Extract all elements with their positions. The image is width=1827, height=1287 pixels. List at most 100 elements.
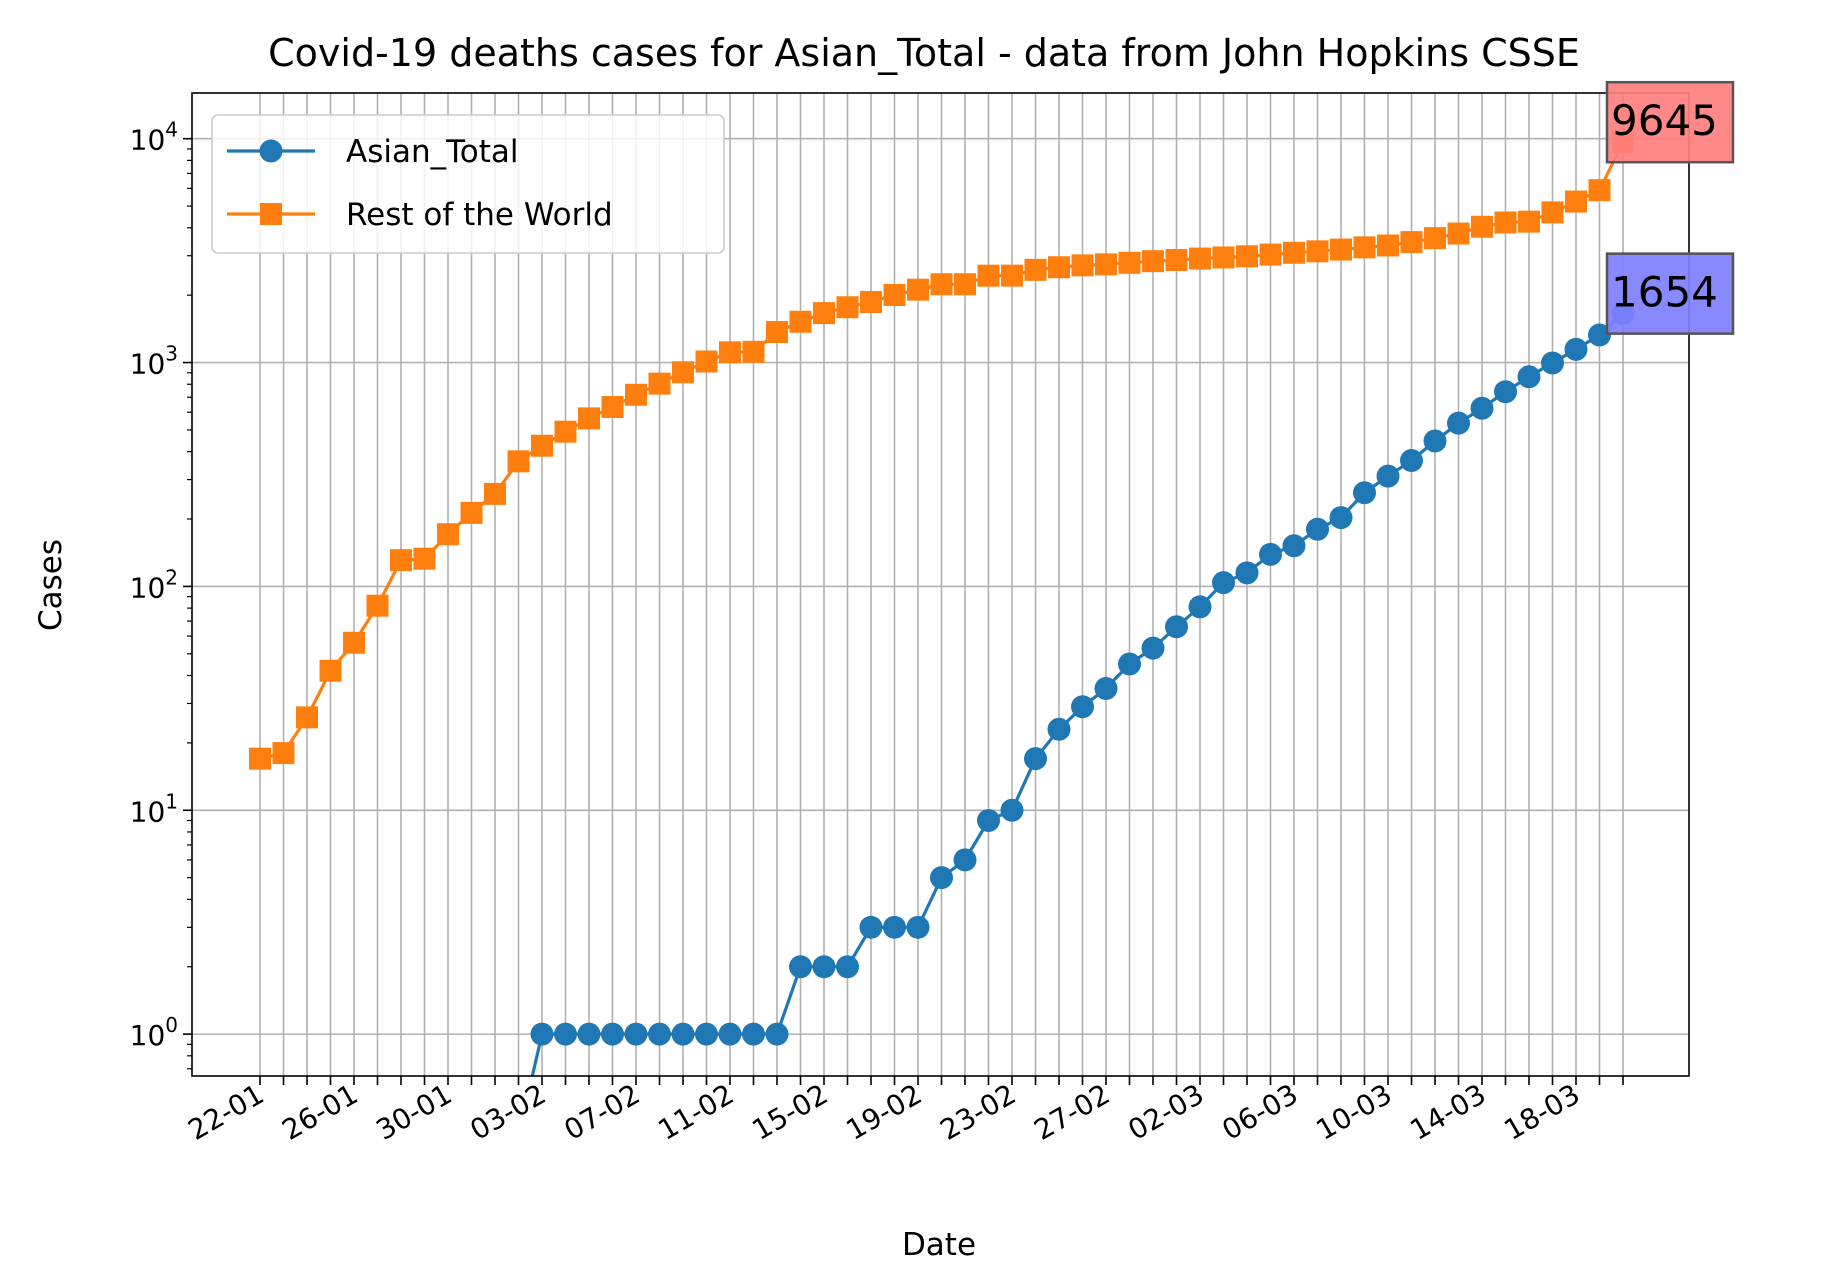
y-tick-exponent: 2 <box>165 565 178 589</box>
data-point <box>484 482 506 505</box>
data-point <box>437 523 459 546</box>
data-point <box>625 383 647 406</box>
legend-label: Rest of the World <box>346 197 613 233</box>
data-point <box>1001 264 1023 287</box>
legend-item: Rest of the World <box>227 197 613 233</box>
y-tick-base: 10 <box>130 1019 166 1052</box>
data-point <box>1353 481 1376 505</box>
data-point <box>1400 449 1423 473</box>
data-point <box>1377 234 1399 257</box>
data-point <box>1165 248 1188 271</box>
data-point <box>930 273 953 296</box>
data-point <box>296 706 318 729</box>
data-point <box>1424 227 1446 250</box>
data-point <box>390 549 412 572</box>
data-point <box>1400 231 1423 254</box>
y-tick-exponent: 1 <box>165 789 178 813</box>
data-point <box>530 1022 554 1046</box>
data-point <box>1212 246 1235 269</box>
data-point <box>624 1022 648 1046</box>
y-tick-label: 104 <box>130 118 178 157</box>
data-point <box>1024 258 1047 281</box>
data-point <box>836 296 859 319</box>
data-point <box>343 631 365 654</box>
y-tick-base: 10 <box>130 571 166 604</box>
data-point <box>1259 542 1282 566</box>
data-point <box>1470 396 1494 420</box>
data-point <box>1588 323 1611 347</box>
legend-label: Asian_Total <box>346 134 519 170</box>
plot-frame <box>191 92 1690 1077</box>
data-point <box>813 302 835 325</box>
data-point <box>1165 615 1188 639</box>
y-tick-exponent: 4 <box>165 118 178 142</box>
data-point <box>1376 464 1400 488</box>
data-point <box>1071 254 1094 277</box>
data-point <box>1236 245 1258 268</box>
legend-box <box>211 114 725 254</box>
data-point <box>578 407 600 430</box>
data-point <box>1282 534 1306 558</box>
data-point <box>812 955 836 979</box>
annotation-box <box>1605 80 1735 164</box>
data-point <box>1283 241 1305 264</box>
data-point <box>766 321 788 344</box>
data-point <box>1306 240 1329 263</box>
data-point <box>1024 747 1047 771</box>
y-tick-exponent: 0 <box>165 1013 178 1037</box>
series-asian-total <box>530 302 1635 1076</box>
legend-marker <box>259 139 283 163</box>
data-point <box>1047 717 1071 741</box>
data-point <box>648 1022 671 1046</box>
data-point <box>1306 517 1329 541</box>
data-point <box>1541 351 1564 375</box>
y-tick-label: 103 <box>130 342 178 381</box>
data-point <box>1494 211 1517 234</box>
data-point <box>1329 506 1353 530</box>
data-point <box>1142 250 1164 273</box>
data-point <box>1447 411 1470 435</box>
data-point <box>460 501 483 524</box>
data-point <box>1259 243 1282 266</box>
data-point <box>1094 676 1118 700</box>
data-point <box>1518 210 1540 233</box>
data-point <box>1471 215 1493 238</box>
annotation-label: 9645 <box>1611 96 1718 145</box>
x-axis-label: Date <box>902 1227 976 1263</box>
data-point <box>1188 595 1212 619</box>
data-point <box>413 547 436 570</box>
data-point <box>319 659 342 682</box>
data-point <box>601 396 624 419</box>
chart-title: Covid-19 deaths cases for Asian_Total - … <box>268 31 1580 75</box>
series-rest-of-the-world <box>249 131 1634 770</box>
data-point <box>836 955 859 979</box>
data-point <box>1423 429 1447 453</box>
data-point <box>1189 247 1211 270</box>
data-point <box>671 1022 695 1046</box>
data-point <box>249 747 271 770</box>
data-point <box>366 594 389 617</box>
data-point <box>859 915 883 939</box>
data-point <box>1541 201 1564 224</box>
data-point <box>860 291 882 314</box>
data-point <box>907 278 929 301</box>
data-point <box>789 955 812 979</box>
data-point <box>507 450 530 473</box>
data-point <box>789 310 812 333</box>
annotations: 9645 1654 <box>1605 80 1735 335</box>
data-point <box>930 866 953 890</box>
data-point <box>272 742 295 765</box>
y-tick-base: 10 <box>130 348 166 381</box>
legend: Asian_Total Rest of the World <box>211 114 725 254</box>
data-point <box>765 1022 789 1046</box>
grid <box>192 93 1689 1076</box>
y-tick-label: 101 <box>130 789 178 828</box>
data-point <box>977 809 1000 833</box>
annotation-box <box>1605 252 1735 335</box>
data-point <box>742 340 765 363</box>
y-tick-label: 100 <box>130 1013 178 1052</box>
data-point <box>719 341 741 364</box>
y-tick-label: 102 <box>130 565 178 604</box>
data-point <box>1588 179 1611 202</box>
